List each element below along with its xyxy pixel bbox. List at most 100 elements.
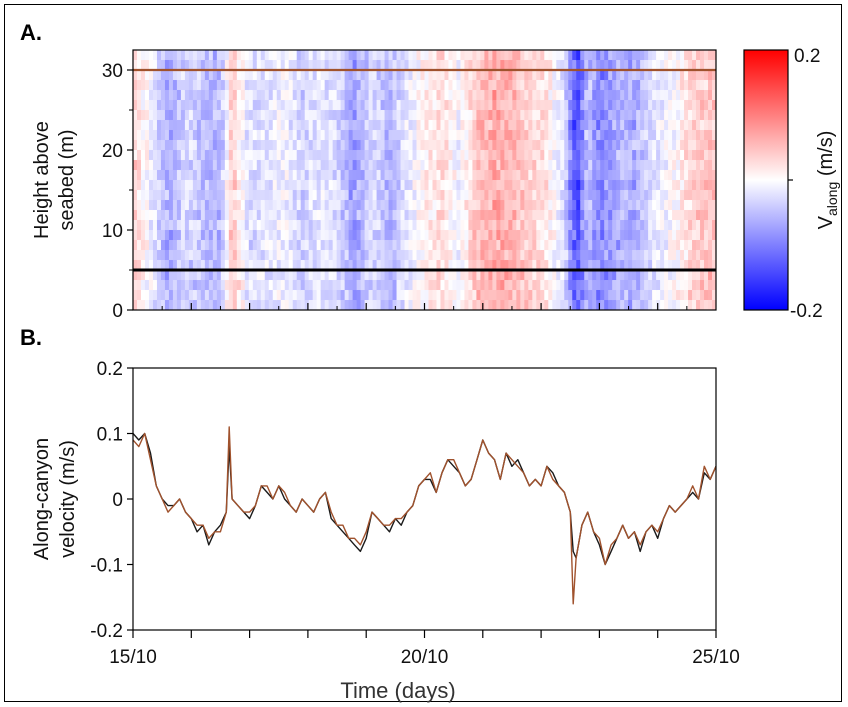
heatmap-cell xyxy=(576,100,581,111)
heatmap-cell xyxy=(212,160,218,171)
heatmap-cell xyxy=(596,90,601,101)
heatmap-cell xyxy=(500,60,505,71)
heatmap-cell xyxy=(452,180,458,191)
heatmap-cell xyxy=(272,240,278,251)
heatmap-cell xyxy=(408,110,414,121)
heatmap-cell xyxy=(504,290,509,301)
heatmap-cell xyxy=(308,300,314,310)
heatmap-cell xyxy=(192,130,198,141)
heatmap-cell xyxy=(560,80,565,91)
heatmap-cell xyxy=(320,260,326,271)
heatmap-cell xyxy=(356,270,362,281)
heatmap-cell xyxy=(404,200,410,211)
heatmap-cell xyxy=(676,280,681,291)
heatmap-cell xyxy=(320,60,326,71)
heatmap-cell xyxy=(540,160,545,171)
heatmap-cell xyxy=(448,150,454,161)
heatmap-cell xyxy=(444,210,450,221)
heatmap-cell xyxy=(564,290,569,301)
heatmap-cell xyxy=(548,140,553,151)
heatmap-cell xyxy=(204,80,210,91)
heatmap-cell xyxy=(452,160,458,171)
heatmap-cell xyxy=(692,220,697,231)
heatmap-cell xyxy=(476,100,481,111)
heatmap-cell xyxy=(668,220,673,231)
heatmap-cell xyxy=(236,90,242,101)
heatmap-cell xyxy=(133,120,138,131)
heatmap-cell xyxy=(256,170,262,181)
heatmap-cell xyxy=(672,190,677,201)
heatmap-cell xyxy=(164,110,170,121)
heatmap-cell xyxy=(628,190,633,201)
heatmap-cell xyxy=(380,100,386,111)
heatmap-cell xyxy=(624,250,629,261)
heatmap-cell xyxy=(268,80,274,91)
heatmap-cell xyxy=(408,80,414,91)
heatmap-cell xyxy=(384,70,390,81)
heatmap-cell xyxy=(620,270,625,281)
heatmap-cell xyxy=(436,100,442,111)
heatmap-cell xyxy=(416,280,422,291)
heatmap-cell xyxy=(280,260,286,271)
heatmap-cell xyxy=(416,110,422,121)
heatmap-cell xyxy=(672,130,677,141)
heatmap-cell xyxy=(508,50,513,61)
heatmap-cell xyxy=(200,220,206,231)
heatmap-cell xyxy=(156,300,162,310)
heatmap-cell xyxy=(656,140,661,151)
heatmap-cell xyxy=(408,290,414,301)
heatmap-cell xyxy=(664,80,669,91)
heatmap-cell xyxy=(244,180,250,191)
heatmap-cell xyxy=(356,250,362,261)
heatmap-cell xyxy=(264,170,270,181)
heatmap-cell xyxy=(448,130,454,141)
heatmap-cell xyxy=(248,150,254,161)
heatmap-cell xyxy=(448,240,454,251)
heatmap-cell xyxy=(268,200,274,211)
heatmap-cell xyxy=(424,150,430,161)
heatmap-cell xyxy=(300,50,306,61)
heatmap-cell xyxy=(272,140,278,151)
heatmap-cell xyxy=(612,120,617,131)
heatmap-cell xyxy=(140,290,146,301)
heatmap-cell xyxy=(256,260,262,271)
heatmap-cell xyxy=(448,270,454,281)
heatmap-cell xyxy=(260,130,266,141)
heatmap-cell xyxy=(284,220,290,231)
heatmap-cell xyxy=(676,250,681,261)
heatmap-cell xyxy=(180,100,186,111)
heatmap-cell xyxy=(180,300,186,310)
heatmap-cell xyxy=(252,80,258,91)
heatmap-cell xyxy=(148,190,154,201)
heatmap-cell xyxy=(620,100,625,111)
heatmap-cell xyxy=(416,220,422,231)
heatmap-cell xyxy=(133,280,138,291)
heatmap-cell xyxy=(508,240,513,251)
heatmap-cell xyxy=(168,200,174,211)
heatmap-cell xyxy=(576,170,581,181)
heatmap-cell xyxy=(152,60,158,71)
heatmap-cell xyxy=(308,270,314,281)
heatmap-cell xyxy=(292,290,298,301)
heatmap-cell xyxy=(428,110,434,121)
heatmap-cell xyxy=(164,190,170,201)
heatmap-cell xyxy=(708,250,713,261)
heatmap-cell xyxy=(704,160,709,171)
heatmap-cell xyxy=(136,60,142,71)
heatmap-cell xyxy=(568,210,573,221)
heatmap-cell xyxy=(700,110,705,121)
heatmap-cell xyxy=(632,100,637,111)
heatmap-cell xyxy=(344,100,350,111)
heatmap-cell xyxy=(528,230,533,241)
heatmap-cell xyxy=(280,270,286,281)
heatmap-cell xyxy=(288,180,294,191)
heatmap-cell xyxy=(480,130,485,141)
heatmap-cell xyxy=(460,100,466,111)
heatmap-cell xyxy=(604,260,609,271)
heatmap-cell xyxy=(500,150,505,161)
heatmap-cell xyxy=(184,100,190,111)
heatmap-cell xyxy=(168,280,174,291)
colorbar-label-unit: (m/s) xyxy=(815,131,837,182)
heatmap-cell xyxy=(488,190,493,201)
heatmap-cell xyxy=(456,170,462,181)
